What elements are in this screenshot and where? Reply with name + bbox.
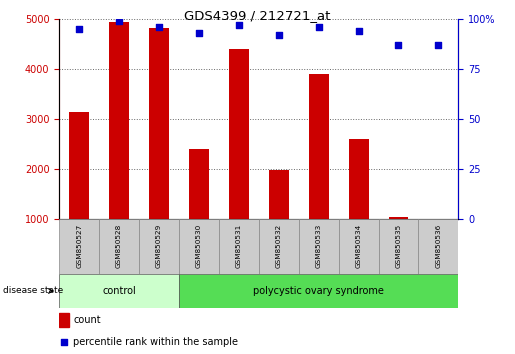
Text: GSM850533: GSM850533 — [316, 224, 322, 268]
FancyBboxPatch shape — [139, 219, 179, 274]
Text: GSM850529: GSM850529 — [156, 224, 162, 268]
Text: control: control — [102, 286, 136, 296]
Text: percentile rank within the sample: percentile rank within the sample — [73, 337, 238, 347]
Bar — [149, 28, 169, 269]
FancyBboxPatch shape — [219, 219, 259, 274]
Text: GSM850527: GSM850527 — [76, 224, 82, 268]
Text: GSM850528: GSM850528 — [116, 224, 122, 268]
FancyBboxPatch shape — [59, 219, 99, 274]
Point — [274, 33, 283, 38]
Bar — [388, 217, 408, 269]
FancyBboxPatch shape — [179, 219, 219, 274]
FancyBboxPatch shape — [418, 219, 458, 274]
FancyBboxPatch shape — [299, 219, 339, 274]
Bar — [428, 221, 449, 269]
FancyBboxPatch shape — [379, 219, 418, 274]
Bar — [229, 50, 249, 269]
FancyBboxPatch shape — [179, 274, 458, 308]
Point — [394, 42, 403, 48]
Text: disease state: disease state — [3, 286, 63, 296]
Bar — [109, 22, 129, 269]
Bar — [189, 149, 209, 269]
Text: GSM850536: GSM850536 — [435, 224, 441, 268]
Bar — [349, 139, 369, 269]
Point — [434, 42, 442, 48]
Text: GSM850535: GSM850535 — [396, 224, 402, 268]
Point — [60, 339, 68, 344]
Point — [195, 31, 203, 36]
Point — [115, 19, 123, 24]
Point — [315, 25, 323, 30]
Point — [235, 23, 243, 28]
Bar — [308, 74, 329, 269]
Point — [75, 27, 83, 32]
Point — [354, 29, 363, 34]
Bar — [69, 112, 89, 269]
FancyBboxPatch shape — [99, 219, 139, 274]
Bar — [269, 171, 289, 269]
Text: count: count — [73, 315, 101, 325]
FancyBboxPatch shape — [339, 219, 379, 274]
FancyBboxPatch shape — [259, 219, 299, 274]
Point — [155, 25, 163, 30]
Text: GSM850531: GSM850531 — [236, 224, 242, 268]
Text: GSM850530: GSM850530 — [196, 224, 202, 268]
Text: GDS4399 / 212721_at: GDS4399 / 212721_at — [184, 9, 331, 22]
Bar — [59, 313, 69, 327]
FancyBboxPatch shape — [59, 274, 179, 308]
Text: polycystic ovary syndrome: polycystic ovary syndrome — [253, 286, 384, 296]
Text: GSM850532: GSM850532 — [276, 224, 282, 268]
Text: GSM850534: GSM850534 — [355, 224, 362, 268]
